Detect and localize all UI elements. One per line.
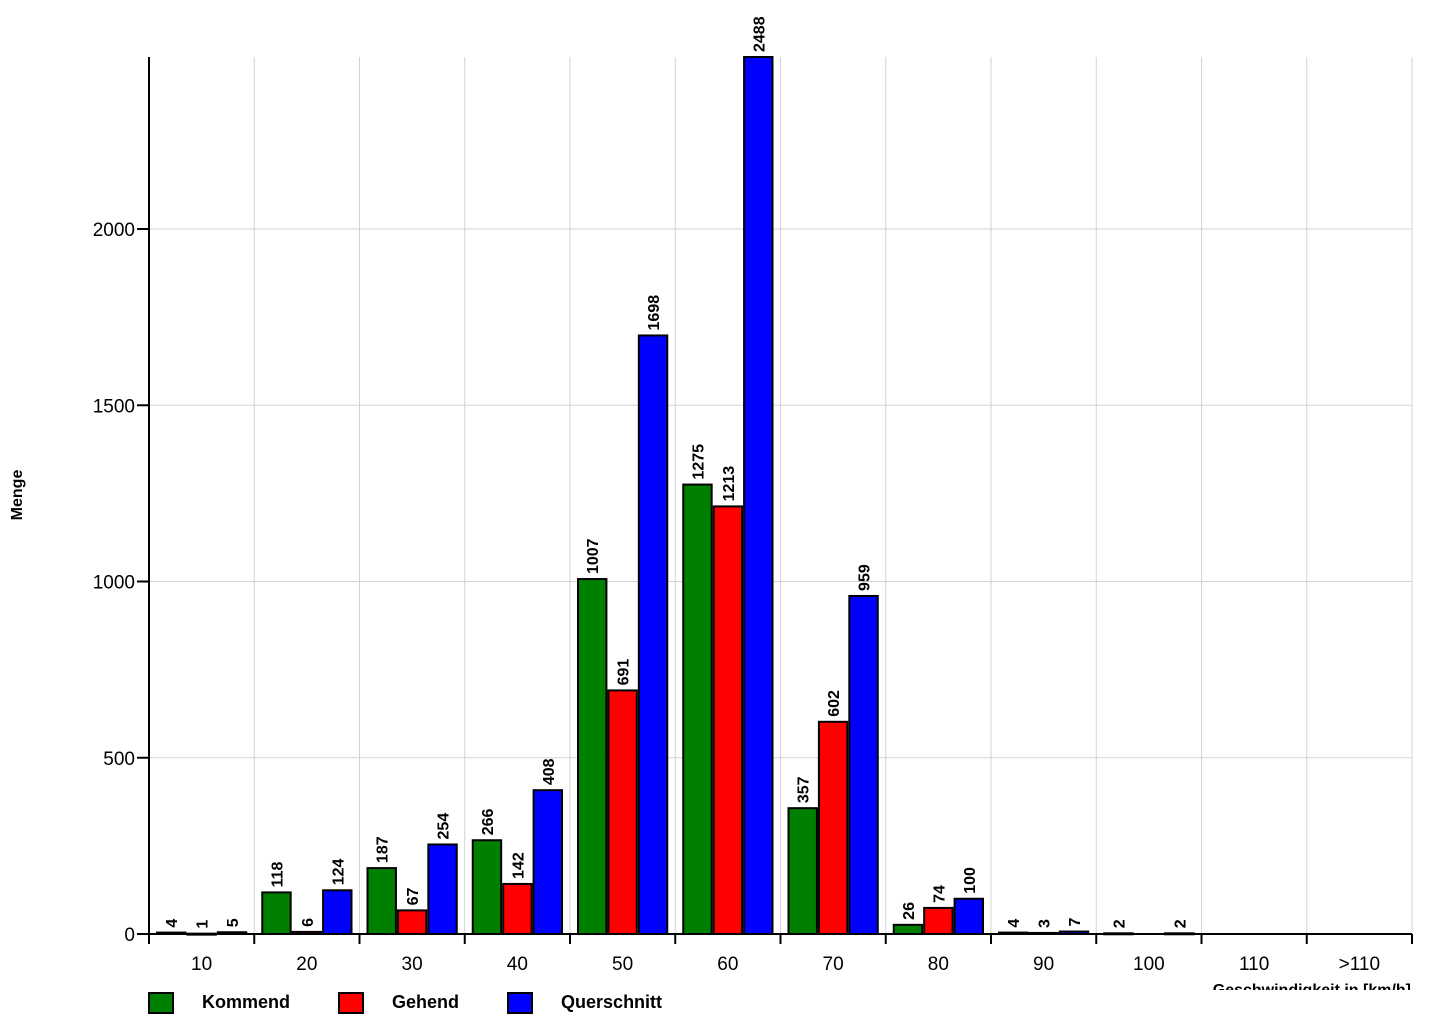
- legend: Kommend Gehend Querschnitt: [148, 990, 710, 1015]
- x-tick-label: 20: [296, 954, 317, 975]
- x-tick-label: 90: [1033, 954, 1054, 975]
- data-label: 118: [269, 861, 286, 887]
- x-tick-label: 110: [1239, 954, 1269, 975]
- data-label: 266: [480, 808, 497, 835]
- y-axis-label: Menge: [9, 470, 26, 521]
- bar-querschnitt-60: [743, 56, 774, 935]
- x-tick-label: 30: [402, 954, 423, 975]
- legend-swatch-querschnitt: [507, 991, 534, 1014]
- data-label: 691: [616, 659, 633, 686]
- x-tick-label: 60: [717, 954, 738, 975]
- bar-querschnitt-20: [322, 889, 353, 936]
- x-tick-label: 100: [1133, 954, 1165, 975]
- bar-kommend-30: [366, 867, 397, 935]
- bar-gehend-70: [817, 720, 849, 936]
- bar-querschnitt-70: [848, 594, 879, 935]
- legend-item-querschnitt: Querschnitt: [507, 991, 663, 1014]
- bar-kommend-20: [261, 891, 292, 935]
- data-label: 74: [931, 885, 948, 903]
- x-tick-label: 50: [612, 954, 633, 975]
- bar-kommend-50: [577, 578, 608, 935]
- data-label: 6: [300, 918, 317, 927]
- data-label: 357: [796, 776, 813, 803]
- data-label: 124: [330, 858, 347, 885]
- bar-kommend-40: [471, 839, 503, 935]
- bar-querschnitt-80: [953, 897, 984, 935]
- data-label: 2: [1111, 919, 1128, 928]
- data-label: 959: [857, 564, 874, 591]
- data-label: 2488: [751, 16, 768, 52]
- data-label: 1698: [646, 295, 663, 331]
- data-label: 1275: [690, 444, 707, 480]
- x-tick-label: 10: [191, 954, 212, 975]
- grid: [149, 57, 1413, 934]
- data-label: 4: [1006, 919, 1023, 928]
- y-tick-label: 1000: [93, 573, 135, 594]
- data-label: 187: [375, 836, 392, 863]
- data-label: 254: [436, 813, 453, 840]
- data-label: 602: [826, 690, 843, 717]
- legend-label-querschnitt: Querschnitt: [561, 992, 663, 1012]
- x-tick-label: 40: [507, 954, 528, 975]
- data-label: 1: [195, 920, 212, 929]
- bar-gehend-80: [923, 906, 954, 935]
- y-tick-label: 2000: [93, 220, 135, 241]
- bar-gehend-30: [396, 909, 428, 936]
- bar-gehend-60: [712, 505, 744, 935]
- bar-querschnitt-30: [427, 843, 458, 935]
- data-label: 1213: [721, 466, 738, 502]
- data-label: 1007: [585, 538, 602, 574]
- data-label: 67: [405, 887, 422, 905]
- data-label: 142: [510, 852, 527, 879]
- x-tick-label: >110: [1339, 954, 1380, 975]
- legend-swatch-kommend: [148, 991, 174, 1014]
- legend-label-gehend: Gehend: [392, 992, 460, 1012]
- bar-kommend-70: [787, 807, 818, 935]
- legend-label-kommend: Kommend: [202, 992, 291, 1012]
- data-label: 7: [1067, 918, 1084, 927]
- data-label: 4: [164, 919, 181, 928]
- bar-querschnitt-50: [637, 334, 669, 936]
- data-label: 3: [1037, 919, 1054, 928]
- bar-kommend-60: [682, 483, 713, 935]
- y-tick-label: 0: [124, 925, 135, 946]
- data-label: 2: [1172, 919, 1189, 928]
- data-label: 100: [962, 867, 979, 894]
- bar-querschnitt-40: [532, 789, 563, 936]
- data-label: 408: [541, 758, 558, 785]
- bar-gehend-40: [502, 882, 533, 936]
- data-label: 26: [901, 902, 918, 920]
- data-label: 5: [225, 918, 242, 927]
- x-tick-label: 70: [823, 954, 844, 975]
- y-tick-label: 1500: [93, 396, 135, 417]
- bar-kommend-80: [892, 923, 924, 935]
- legend-item-kommend: Kommend: [148, 991, 291, 1014]
- y-tick-label: 500: [103, 749, 135, 770]
- x-axis-label: Geschwindigkeit in [km/h]: [1213, 982, 1411, 990]
- legend-swatch-gehend: [338, 991, 365, 1014]
- legend-item-gehend: Gehend: [338, 991, 460, 1014]
- bar-gehend-50: [607, 689, 638, 935]
- x-tick-label: 80: [928, 954, 949, 975]
